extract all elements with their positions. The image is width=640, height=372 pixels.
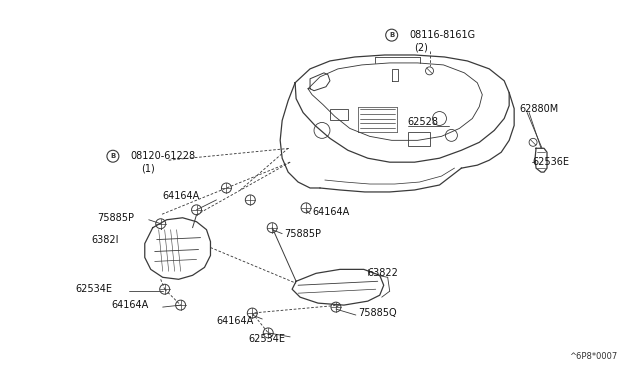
Text: 62880M: 62880M bbox=[519, 103, 558, 113]
Text: 62536E: 62536E bbox=[532, 157, 569, 167]
Text: 62534E: 62534E bbox=[248, 334, 285, 344]
Text: 64164A: 64164A bbox=[163, 191, 200, 201]
Text: 64164A: 64164A bbox=[216, 316, 253, 326]
Text: ^6P8*0007: ^6P8*0007 bbox=[569, 352, 617, 361]
Text: 08120-61228: 08120-61228 bbox=[131, 151, 196, 161]
Text: 08116-8161G: 08116-8161G bbox=[410, 30, 476, 40]
Text: 62534E: 62534E bbox=[75, 284, 112, 294]
Bar bbox=[408, 132, 429, 146]
Text: 75885P: 75885P bbox=[284, 229, 321, 239]
Text: 63822: 63822 bbox=[368, 268, 399, 278]
Text: (2): (2) bbox=[415, 42, 428, 52]
Bar bbox=[330, 109, 348, 121]
Text: 75885P: 75885P bbox=[97, 213, 134, 223]
Text: 64164A: 64164A bbox=[111, 300, 148, 310]
Text: 62528: 62528 bbox=[408, 118, 438, 128]
Text: (1): (1) bbox=[141, 163, 154, 173]
Text: 64164A: 64164A bbox=[312, 207, 349, 217]
Text: B: B bbox=[389, 32, 394, 38]
Text: 6382I: 6382I bbox=[91, 235, 118, 245]
Text: 75885Q: 75885Q bbox=[358, 308, 396, 318]
Text: B: B bbox=[110, 153, 116, 159]
